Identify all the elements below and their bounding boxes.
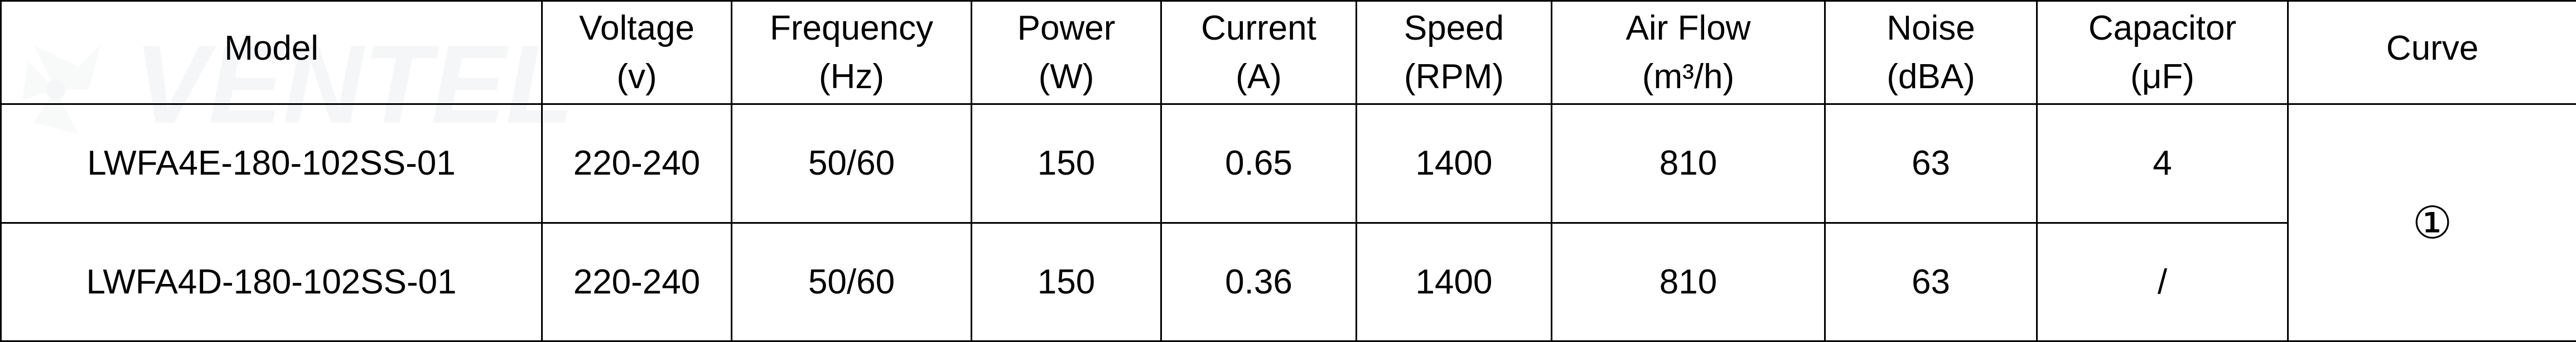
cell-power: 150 xyxy=(972,223,1161,341)
header-unit: (A) xyxy=(1166,57,1351,97)
header-noise: Noise (dBA) xyxy=(1825,1,2037,104)
spec-table: Model Voltage (v) Frequency (Hz) Power (… xyxy=(0,0,2576,342)
header-power: Power (W) xyxy=(972,1,1161,104)
header-airflow: Air Flow (m³/h) xyxy=(1552,1,1825,104)
cell-speed: 1400 xyxy=(1357,104,1552,223)
header-label: Curve xyxy=(2293,28,2572,68)
header-curve: Curve xyxy=(2288,1,2576,104)
header-label: Voltage xyxy=(547,8,726,48)
header-capacitor: Capacitor (μF) xyxy=(2037,1,2288,104)
cell-frequency: 50/60 xyxy=(732,104,972,223)
cell-airflow: 810 xyxy=(1552,104,1825,223)
header-voltage: Voltage (v) xyxy=(542,1,732,104)
cell-curve: ① xyxy=(2288,104,2576,341)
header-label: Speed xyxy=(1362,8,1546,48)
header-frequency: Frequency (Hz) xyxy=(732,1,972,104)
header-unit: (W) xyxy=(977,57,1156,97)
header-label: Air Flow xyxy=(1557,8,1820,48)
header-label: Model xyxy=(6,28,537,68)
header-label: Capacitor xyxy=(2042,8,2283,48)
header-unit: (Hz) xyxy=(737,57,966,97)
cell-capacitor: / xyxy=(2037,223,2288,341)
header-unit: (μF) xyxy=(2042,57,2283,97)
cell-frequency: 50/60 xyxy=(732,223,972,341)
header-unit: (RPM) xyxy=(1362,57,1546,97)
header-model: Model xyxy=(1,1,542,104)
cell-current: 0.36 xyxy=(1161,223,1357,341)
header-unit: (v) xyxy=(547,57,726,97)
cell-speed: 1400 xyxy=(1357,223,1552,341)
cell-airflow: 810 xyxy=(1552,223,1825,341)
header-label: Power xyxy=(977,8,1156,48)
cell-noise: 63 xyxy=(1825,223,2037,341)
header-label: Noise xyxy=(1830,8,2032,48)
cell-power: 150 xyxy=(972,104,1161,223)
header-label: Current xyxy=(1166,8,1351,48)
cell-capacitor: 4 xyxy=(2037,104,2288,223)
header-speed: Speed (RPM) xyxy=(1357,1,1552,104)
cell-voltage: 220-240 xyxy=(542,223,732,341)
table-header-row: Model Voltage (v) Frequency (Hz) Power (… xyxy=(1,1,2576,104)
spec-table-container: Model Voltage (v) Frequency (Hz) Power (… xyxy=(0,0,2576,342)
header-unit: (m³/h) xyxy=(1557,57,1820,97)
cell-model: LWFA4E-180-102SS-01 xyxy=(1,104,542,223)
table-row: LWFA4E-180-102SS-01 220-240 50/60 150 0.… xyxy=(1,104,2576,223)
cell-voltage: 220-240 xyxy=(542,104,732,223)
cell-noise: 63 xyxy=(1825,104,2037,223)
header-unit: (dBA) xyxy=(1830,57,2032,97)
header-current: Current (A) xyxy=(1161,1,1357,104)
cell-current: 0.65 xyxy=(1161,104,1357,223)
header-label: Frequency xyxy=(737,8,966,48)
cell-model: LWFA4D-180-102SS-01 xyxy=(1,223,542,341)
table-row: LWFA4D-180-102SS-01 220-240 50/60 150 0.… xyxy=(1,223,2576,341)
curve-number: ① xyxy=(2413,197,2453,249)
